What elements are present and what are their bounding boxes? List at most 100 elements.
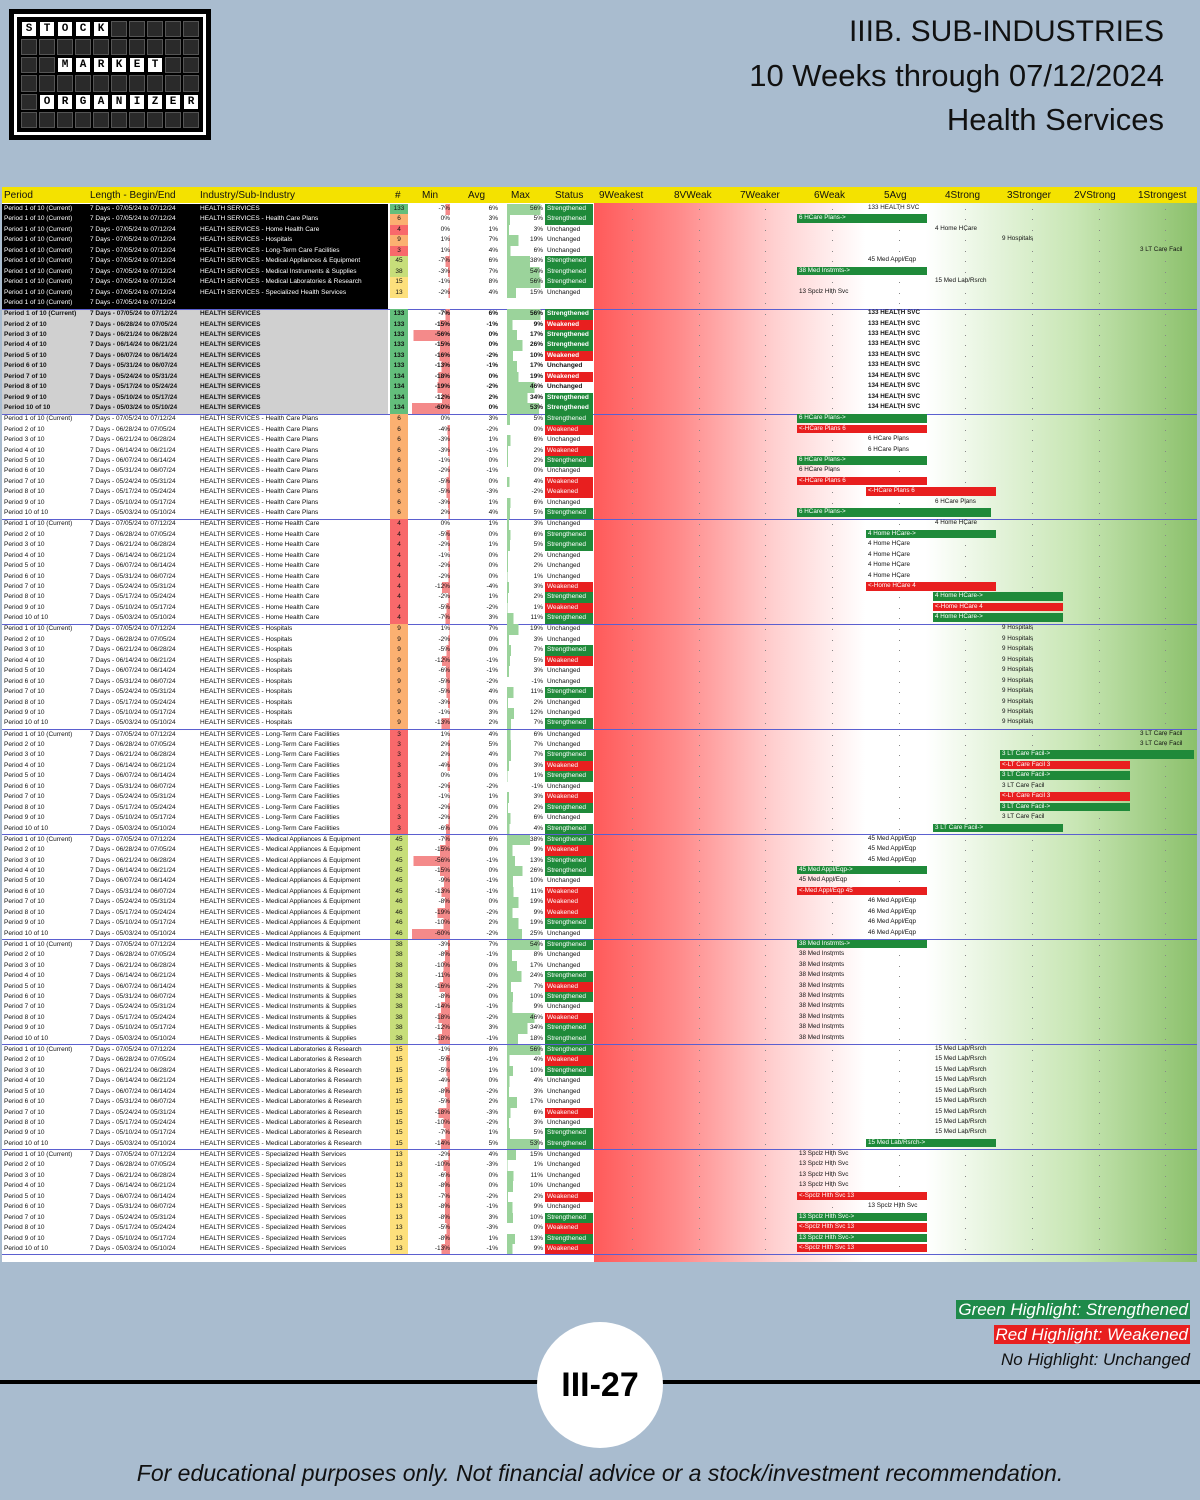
cell-dot <box>1032 219 1033 221</box>
avg-cell: 0% <box>488 972 498 980</box>
cell-dot <box>765 713 766 714</box>
range-cell: 7 Days - 05/03/24 to 05/10/24 <box>90 1034 176 1042</box>
cell-dot <box>1165 797 1166 799</box>
cell-dot <box>832 1143 833 1145</box>
count-cell: 38 <box>390 266 408 278</box>
rank-marker: 9 Hospitals <box>1002 655 1034 663</box>
min-cell: -5% <box>412 1055 450 1066</box>
cell-dot <box>1165 534 1166 536</box>
cell-dot <box>1032 335 1033 336</box>
cell-dot <box>899 1207 900 1209</box>
status-cell: Strengthened <box>545 834 593 846</box>
period-cell: Period 5 of 10 <box>4 351 47 359</box>
cell-dot <box>965 250 966 252</box>
period-cell: Period 6 of 10 <box>4 467 45 475</box>
status-cell: Strengthened <box>545 1044 593 1056</box>
cell-dot <box>832 1091 833 1093</box>
avg-cell: 0% <box>488 530 498 538</box>
cell-dot <box>899 681 900 683</box>
cell-dot <box>832 587 833 588</box>
period-cell: Period 5 of 10 <box>4 1192 45 1200</box>
status-cell: Strengthened <box>545 540 593 551</box>
table-row: Period 5 of 10 7 Days - 06/07/24 to 06/14… <box>2 876 1197 887</box>
cell-dot <box>1099 955 1100 957</box>
avg-cell: 1% <box>488 225 498 233</box>
cell-dot <box>699 965 700 967</box>
min-cell: -8% <box>412 1181 450 1192</box>
period-cell: Period 3 of 10 <box>4 1066 45 1074</box>
table-row: Period 7 of 10 7 Days - 05/24/24 to 05/31… <box>2 792 1197 803</box>
min-cell: -18% <box>412 1033 450 1045</box>
industry-cell: HEALTH SERVICES - Long-Term Care Facilit… <box>200 761 340 769</box>
cell-dot <box>965 1196 966 1198</box>
period-cell: Period 10 of 10 <box>4 719 49 727</box>
min-cell: 1% <box>412 245 450 257</box>
cell-dot <box>965 481 966 483</box>
max-cell: 17% <box>507 361 543 372</box>
table-row: Period 1 of 10 (Current) 7 Days - 07/05/2… <box>2 834 1197 846</box>
cell-dot <box>899 1049 900 1051</box>
period-cell: Period 6 of 10 <box>4 572 45 580</box>
cell-dot <box>765 1028 766 1030</box>
period-cell: Period 2 of 10 <box>4 425 45 433</box>
industry-cell: HEALTH SERVICES <box>200 205 260 212</box>
industry-cell: HEALTH SERVICES - Long-Term Care Facilit… <box>200 730 340 738</box>
avg-cell: 0% <box>488 635 498 643</box>
range-cell: 7 Days - 06/07/24 to 06/14/24 <box>90 457 176 464</box>
cell-dot <box>699 324 700 326</box>
avg-cell: 3% <box>488 709 498 716</box>
status-cell: Unchanged <box>547 961 581 969</box>
cell-dot <box>832 450 833 452</box>
cell-dot <box>1032 902 1033 904</box>
table-row: Period 3 of 10 7 Days - 06/21/24 to 06/28… <box>2 645 1197 656</box>
cell-dot <box>1099 1007 1100 1009</box>
cell-dot <box>965 850 966 852</box>
rank-marker: <-LT Care Facil 3 <box>1000 792 1130 801</box>
cell-dot <box>1032 1207 1033 1209</box>
cell-dot <box>1099 397 1100 399</box>
cell-dot <box>1165 555 1166 557</box>
logo-tile <box>93 75 109 92</box>
period-cell: Period 2 of 10 <box>4 530 45 538</box>
cell-dot <box>632 1038 633 1040</box>
count-cell: 15 <box>390 1076 408 1087</box>
count-cell: 45 <box>390 865 408 877</box>
rank-marker: 45 Med Appl/Eqp <box>799 876 847 884</box>
cell-dot <box>765 660 766 662</box>
table-row: Period 1 of 10 (Current) 7 Days - 07/05/2… <box>2 624 1197 635</box>
min-cell: 1% <box>412 624 450 635</box>
period-cell: Period 8 of 10 <box>4 908 45 916</box>
cell-dot <box>965 1070 966 1072</box>
column-header: Max <box>511 190 530 201</box>
count-cell: 38 <box>390 960 408 972</box>
cell-dot <box>1165 345 1166 347</box>
cell-dot <box>1032 692 1033 694</box>
cell-dot <box>899 376 900 378</box>
cell-dot <box>832 976 833 978</box>
logo-tile <box>183 75 199 92</box>
column-header: 7Weaker <box>740 190 780 201</box>
industry-cell: HEALTH SERVICES - Specialized Health Ser… <box>200 1150 347 1158</box>
status-cell: Strengthened <box>545 330 593 341</box>
industry-cell: HEALTH SERVICES - Medical Appliances & E… <box>200 929 361 937</box>
avg-cell: 3% <box>488 614 498 622</box>
max-cell: 6% <box>507 245 543 257</box>
rank-marker: 4 Home HCare-> <box>933 613 1063 622</box>
cell-dot <box>1032 870 1033 872</box>
cell-dot <box>832 1102 833 1104</box>
avg-cell: 0% <box>488 1077 498 1085</box>
cell-dot <box>632 513 633 515</box>
rank-marker: 45 Med Appl/Eqp <box>868 845 916 853</box>
period-cell: Period 9 of 10 <box>4 1129 45 1137</box>
group-separator <box>2 518 1197 520</box>
cell-dot <box>965 734 966 736</box>
period-cell: Period 4 of 10 <box>4 866 45 874</box>
cell-dot <box>632 1060 633 1062</box>
cell-dot <box>1032 1122 1033 1124</box>
cell-dot <box>965 755 966 757</box>
avg-cell: 1% <box>488 1129 498 1137</box>
cell-dot <box>899 744 900 746</box>
avg-cell: 6% <box>488 310 498 318</box>
status-cell: Unchanged <box>547 562 581 570</box>
cell-dot <box>832 723 833 725</box>
